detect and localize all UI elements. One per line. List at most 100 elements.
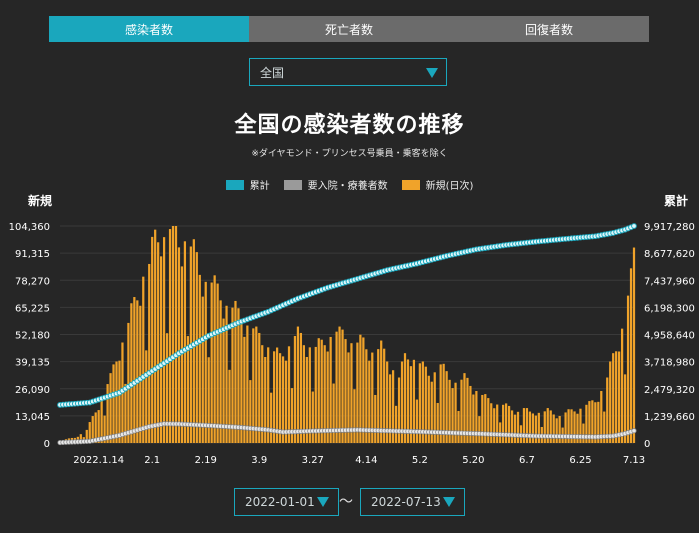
hospitalized-point [146, 423, 152, 430]
new-cases-bar [189, 246, 192, 443]
new-cases-bar [424, 366, 427, 443]
new-cases-bar [394, 405, 398, 443]
hospitalized-point [164, 421, 170, 427]
new-cases-bar [606, 377, 609, 443]
new-cases-bar [344, 339, 347, 443]
hospitalized-point [247, 425, 253, 431]
hospitalized-point [435, 429, 441, 435]
cumulative-point [491, 243, 498, 250]
hospitalized-point [241, 425, 247, 431]
new-cases-bar [362, 337, 365, 443]
new-cases-bar [597, 401, 600, 443]
cumulative-point [455, 250, 462, 257]
hospitalized-point [366, 427, 372, 433]
new-cases-bar [463, 373, 466, 443]
new-cases-bar [270, 392, 273, 443]
metric-tabs: 感染者数 死亡者数 回復者数 [49, 16, 649, 42]
hospitalized-point [396, 428, 402, 434]
x-tick-label: 2.19 [195, 455, 217, 466]
hospitalized-point [571, 433, 578, 440]
cumulative-point [378, 268, 385, 275]
new-cases-bar [478, 416, 481, 443]
hospitalized-point [161, 421, 167, 427]
hospitalized-point [331, 427, 337, 434]
end-date-value: 2022-07-13 [371, 495, 441, 509]
new-cases-bar [112, 364, 115, 443]
cumulative-point [71, 400, 78, 407]
hospitalized-point [200, 422, 206, 428]
cumulative-point [57, 402, 63, 408]
cumulative-point [541, 237, 548, 244]
hospitalized-point [301, 428, 307, 434]
hospitalized-point [607, 433, 613, 439]
hospitalized-point [60, 439, 66, 446]
hospitalized-point [554, 433, 560, 439]
hospitalized-point [512, 432, 518, 438]
region-select[interactable]: 全国 [249, 58, 447, 86]
new-cases-bar [160, 256, 163, 443]
new-cases-bar [600, 391, 603, 443]
hospitalized-point [185, 421, 191, 428]
cumulative-point [631, 223, 637, 229]
cumulative-point [143, 372, 150, 378]
right-tick-label: 7,437,960 [644, 276, 695, 287]
new-cases-bar [615, 351, 618, 443]
new-cases-bar [496, 404, 499, 443]
cumulative-point [324, 284, 331, 291]
new-cases-bar [543, 411, 546, 443]
tab-deaths[interactable]: 死亡者数 [249, 16, 449, 42]
cumulative-point [470, 247, 477, 253]
cumulative-point [535, 238, 542, 245]
left-axis-title: 新規 [28, 194, 53, 208]
tab-recoveries[interactable]: 回復者数 [449, 16, 649, 42]
cumulative-point [98, 395, 105, 402]
cumulative-point [500, 242, 507, 249]
new-cases-bar [525, 408, 529, 443]
legend-item-cumulative[interactable]: 累計 [225, 177, 270, 192]
new-cases-bar [73, 437, 76, 443]
cumulative-point [443, 253, 450, 259]
x-tick-label: 5.20 [462, 455, 484, 466]
hospitalized-point [432, 429, 438, 435]
right-tick-label: 4,958,640 [644, 331, 695, 342]
new-cases-bar [558, 415, 561, 443]
new-cases-bar [296, 326, 300, 443]
hospitalized-point [316, 428, 322, 434]
legend-item-new[interactable]: 新規(日次) [401, 177, 473, 192]
x-tick-labels: 2022.1.14 2.1 2.19 3.9 3.27 4.14 5.2 5.20 6.7 6.2… [73, 455, 645, 466]
new-cases-bar [302, 345, 305, 443]
hospitalized-point [467, 430, 474, 436]
hospitalized-point [69, 439, 75, 445]
new-cases-bar [243, 336, 246, 443]
legend-item-hospitalized[interactable]: 要入院・療養者数 [283, 177, 388, 192]
legend-swatch-hospitalized [283, 179, 302, 190]
hospitalized-point [339, 427, 346, 433]
cumulative-point [164, 358, 170, 365]
cumulative-point [95, 396, 102, 403]
cumulative-point [303, 292, 310, 299]
cumulative-point [235, 319, 242, 326]
new-cases-bar [210, 282, 213, 443]
cumulative-point [363, 273, 370, 280]
cumulative-point [393, 265, 399, 272]
hospitalized-point [420, 429, 426, 435]
hospitalized-point [429, 429, 435, 435]
cumulative-point [544, 237, 551, 244]
cumulative-point [568, 235, 575, 242]
new-cases-bar [585, 404, 588, 443]
new-cases-bar [139, 305, 142, 443]
hospitalized-point [333, 427, 340, 433]
start-date-select[interactable]: 2022-01-01 [234, 488, 339, 516]
end-date-select[interactable]: 2022-07-13 [360, 488, 465, 516]
new-cases-bar [365, 349, 368, 443]
cumulative-point [381, 268, 388, 274]
x-tick-label: 2022.1.14 [73, 455, 124, 466]
new-cases-bar [552, 414, 555, 443]
hospitalized-point [491, 431, 497, 437]
cumulative-point [610, 230, 617, 236]
tab-infections[interactable]: 感染者数 [49, 16, 249, 42]
hospitalized-point [619, 431, 625, 437]
hospitalized-point [87, 438, 93, 444]
hospitalized-point [417, 429, 423, 435]
hospitalized-point [152, 422, 158, 429]
